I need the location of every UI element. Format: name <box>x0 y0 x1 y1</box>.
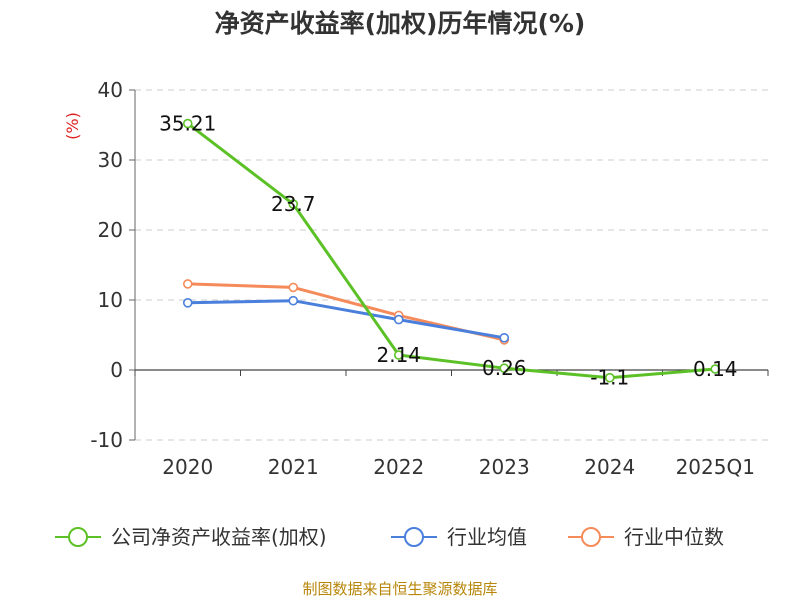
legend-marker <box>404 527 424 547</box>
data-label: 35.21 <box>159 112 216 136</box>
data-point <box>288 199 299 209</box>
y-tick-label: 10 <box>98 288 123 312</box>
data-point <box>182 279 193 289</box>
series-line <box>187 282 505 342</box>
series-line <box>186 122 716 380</box>
data-labels: 35.21 23.7 2.14 0.26 -1.1 0.14 <box>159 112 737 390</box>
x-tick-label: 2023 <box>479 455 530 479</box>
x-tick-label: 2025Q1 <box>676 455 755 479</box>
series-line <box>187 299 505 340</box>
x-tick-label: 2024 <box>584 455 635 479</box>
legend-label: 行业均值 <box>447 525 527 549</box>
x-tick-label: 2020 <box>162 455 213 479</box>
y-tick-label: 30 <box>98 148 123 172</box>
data-point <box>288 295 299 306</box>
legend[interactable]: 公司净资产收益率(加权) 行业均值 行业中位数 <box>55 525 724 549</box>
legend-marker <box>68 527 88 547</box>
y-tick-label: 0 <box>110 358 123 382</box>
data-point <box>393 350 404 360</box>
legend-marker <box>581 527 601 547</box>
data-label: 0.14 <box>693 357 738 381</box>
data-label: 23.7 <box>271 192 316 216</box>
data-point <box>182 118 193 129</box>
y-tick-label: -10 <box>90 428 123 452</box>
data-point <box>182 297 193 308</box>
data-point <box>288 282 299 293</box>
legend-label: 行业中位数 <box>624 525 724 549</box>
data-label: 2.14 <box>376 343 421 367</box>
data-point <box>710 364 721 374</box>
data-point <box>393 314 404 325</box>
y-tick-label: 40 <box>98 78 123 102</box>
data-point <box>499 332 510 343</box>
data-label: 0.26 <box>482 356 527 380</box>
data-label: -1.1 <box>590 366 629 390</box>
data-point <box>604 372 615 383</box>
y-axis-unit: (%) <box>63 112 82 140</box>
legend-label: 公司净资产收益率(加权) <box>111 525 327 549</box>
source-note: 制图数据来自恒生聚源数据库 <box>302 580 497 598</box>
chart-title: 净资产收益率(加权)历年情况(%) <box>215 9 586 38</box>
x-tick-label: 2022 <box>373 455 424 479</box>
x-tick-label: 2021 <box>268 455 319 479</box>
series-lines <box>182 118 721 383</box>
axes: 40 30 20 10 0 -10 2020 2021 2022 2023 2024 2025Q1 <box>90 78 769 479</box>
y-tick-label: 20 <box>98 218 123 242</box>
gridlines <box>135 89 768 441</box>
data-point <box>499 363 510 373</box>
